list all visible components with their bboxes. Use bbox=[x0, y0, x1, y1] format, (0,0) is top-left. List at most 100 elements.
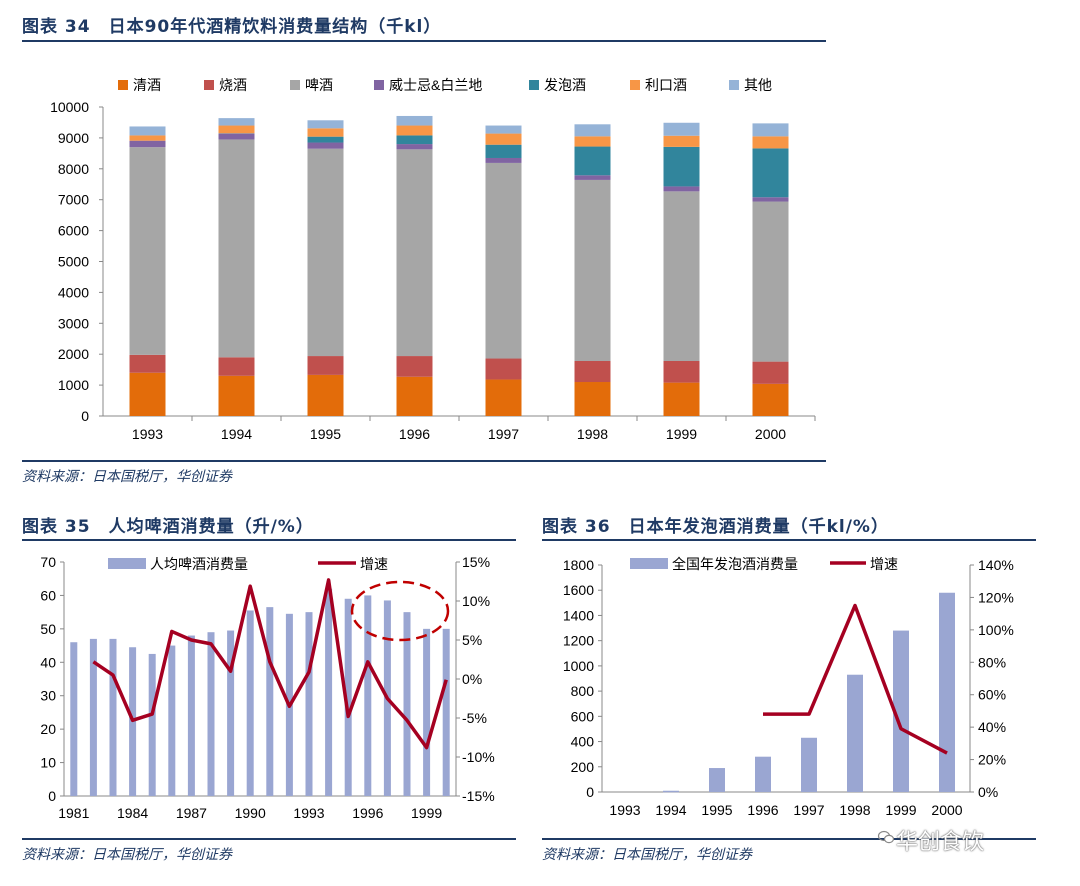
c1-bar-segment bbox=[574, 175, 611, 180]
c1-bar-segment bbox=[129, 135, 166, 141]
c2-x-tick-label: 1999 bbox=[411, 805, 442, 821]
c1-bar-segment bbox=[485, 125, 522, 134]
c3-y-tick-label: 1000 bbox=[563, 658, 594, 674]
c1-bar-segment bbox=[485, 162, 522, 359]
c1-bar-segment bbox=[218, 139, 255, 358]
c1-x-tick-label: 1996 bbox=[399, 426, 430, 442]
c2-x-tick-label: 1987 bbox=[176, 805, 207, 821]
c1-bar-segment bbox=[574, 136, 611, 147]
c1-bar-segment bbox=[574, 179, 611, 361]
c2-growth-line bbox=[92, 578, 448, 750]
c2-highlight-ellipse bbox=[350, 580, 450, 642]
c1-bar-segment bbox=[663, 186, 700, 192]
c3-x-tick-label: 1999 bbox=[885, 802, 916, 818]
c2-bar bbox=[70, 642, 78, 796]
chart36-figure: 0 200 400 600 800 1000 1200 1400 1600 1800 0% 20% 40… bbox=[563, 556, 1014, 818]
c1-bar-segment bbox=[752, 383, 789, 416]
c3-x-tick-label: 1993 bbox=[609, 802, 640, 818]
c1-x-tick-label: 2000 bbox=[755, 426, 786, 442]
c1-legend-swatch bbox=[290, 80, 300, 90]
c3-x-tick-label: 1996 bbox=[747, 802, 778, 818]
chart35-title: 图表 35 人均啤酒消费量（升/%） bbox=[22, 512, 314, 537]
c1-x-tick-label: 1995 bbox=[310, 426, 341, 442]
c1-bar-segment bbox=[307, 128, 344, 137]
c3-bar bbox=[939, 592, 955, 792]
c1-bar-segment bbox=[485, 157, 522, 163]
chart34-source: 资料来源：日本国税厅，华创证券 bbox=[22, 469, 232, 485]
c1-bar-segment bbox=[396, 376, 433, 416]
c1-y-tick-label: 7000 bbox=[58, 192, 89, 208]
wechat-icon bbox=[877, 830, 895, 844]
chart36-bottom-rule bbox=[542, 838, 1036, 840]
c1-x-tick-label: 1998 bbox=[577, 426, 608, 442]
c1-bar-segment bbox=[129, 147, 166, 355]
c1-legend-label: 其他 bbox=[744, 77, 772, 93]
c3-y2-tick-label: 20% bbox=[978, 752, 1006, 768]
c1-bar-segment bbox=[218, 125, 255, 134]
chart34-title: 图表 34 日本90年代酒精饮料消费量结构（千kl） bbox=[22, 12, 441, 37]
chart34-bottom-rule bbox=[22, 460, 826, 462]
c1-bar-segment bbox=[307, 148, 344, 357]
c3-legend-bar-label: 全国年发泡酒消费量 bbox=[672, 556, 798, 572]
c2-bar bbox=[423, 628, 431, 796]
c3-y-tick-label: 1400 bbox=[563, 607, 594, 623]
c3-x-tick-label: 1997 bbox=[793, 802, 824, 818]
c1-bar-segment bbox=[396, 115, 433, 126]
chart35-figure: 0 10 20 30 40 50 60 70 -15% -10% -5% 0% 5% 10% 15% 1981… bbox=[40, 554, 495, 821]
c1-legend-swatch bbox=[729, 80, 739, 90]
c3-y2-tick-label: 60% bbox=[978, 687, 1006, 703]
c1-legend-label: 清酒 bbox=[133, 77, 161, 93]
c1-bar-segment bbox=[663, 382, 700, 416]
c1-bar-segment bbox=[574, 124, 611, 137]
c2-y-tick-label: 0 bbox=[48, 788, 56, 804]
c1-x-tick-label: 1993 bbox=[132, 426, 163, 442]
c1-bar-segment bbox=[218, 133, 255, 140]
c1-y-tick-label: 3000 bbox=[58, 315, 89, 331]
c3-y2-tick-label: 120% bbox=[978, 589, 1014, 605]
c3-legend-line-label: 增速 bbox=[870, 556, 898, 572]
c1-bar-segment bbox=[396, 356, 433, 377]
c2-bar bbox=[442, 628, 450, 796]
c1-bar-segment bbox=[307, 142, 344, 149]
c2-bar bbox=[89, 638, 97, 796]
c1-bar-segment bbox=[396, 144, 433, 150]
chart34-top-rule bbox=[22, 40, 826, 42]
c2-y2-tick-label: -15% bbox=[462, 788, 495, 804]
chart35-source: 资料来源：日本国税厅，华创证券 bbox=[22, 847, 232, 863]
c1-x-tick-label: 1999 bbox=[666, 426, 697, 442]
c2-bar bbox=[187, 635, 195, 796]
c3-x-tick-label: 1998 bbox=[839, 802, 870, 818]
chart34-label: 图表 34 bbox=[22, 17, 91, 37]
c1-y-tick-label: 6000 bbox=[58, 223, 89, 239]
c1-bar-segment bbox=[752, 123, 789, 137]
c3-y-tick-label: 1600 bbox=[563, 582, 594, 598]
watermark: 华创食饮 bbox=[896, 830, 985, 855]
c3-y-tick-label: 800 bbox=[571, 683, 595, 699]
c3-y2-tick-label: 140% bbox=[978, 557, 1014, 573]
chart36-label: 图表 36 bbox=[542, 517, 611, 537]
c3-y-tick-label: 400 bbox=[571, 734, 595, 750]
c1-y-tick-label: 1000 bbox=[58, 377, 89, 393]
c1-bar-segment bbox=[574, 146, 611, 176]
c2-y-tick-label: 20 bbox=[40, 721, 56, 737]
c3-bar bbox=[893, 630, 909, 792]
c2-y2-tick-label: -5% bbox=[462, 710, 487, 726]
c1-bar-segment bbox=[307, 374, 344, 416]
chart35-top-rule bbox=[22, 539, 516, 541]
c1-bar-segment bbox=[218, 375, 255, 416]
c2-y-tick-label: 10 bbox=[40, 755, 56, 771]
c1-y-tick-label: 5000 bbox=[58, 254, 89, 270]
c3-x-tick-label: 1994 bbox=[655, 802, 686, 818]
c1-bar-segment bbox=[752, 197, 789, 202]
c3-bar bbox=[801, 737, 817, 792]
c2-y2-tick-label: 5% bbox=[462, 632, 482, 648]
c1-bar-segment bbox=[574, 382, 611, 416]
c2-y2-tick-label: -10% bbox=[462, 749, 495, 765]
c2-x-tick-label: 1990 bbox=[235, 805, 266, 821]
c1-bar-segment bbox=[396, 125, 433, 136]
c3-y-tick-label: 1200 bbox=[563, 633, 594, 649]
c1-legend-label: 威士忌&白兰地 bbox=[389, 77, 482, 93]
c2-bar bbox=[364, 595, 372, 796]
c1-legend-swatch bbox=[204, 80, 214, 90]
c2-bar bbox=[403, 612, 411, 796]
